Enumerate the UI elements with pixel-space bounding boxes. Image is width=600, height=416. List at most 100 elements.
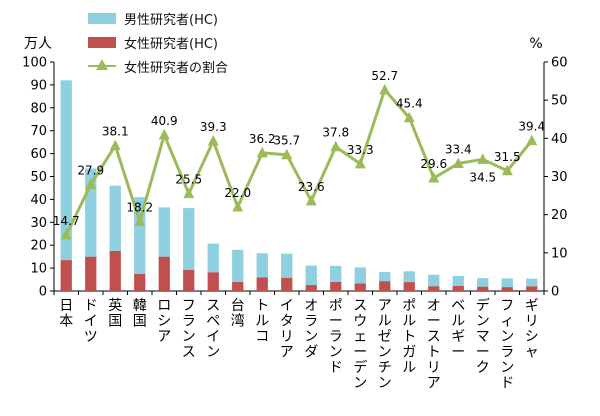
- left-tick-label: 30: [30, 216, 47, 231]
- category-label-char: ン: [378, 376, 392, 392]
- left-tick-label: 100: [22, 56, 47, 71]
- legend: 男性研究者(HC) 女性研究者(HC) 女性研究者の割合: [88, 6, 228, 78]
- bar-female: [158, 256, 170, 291]
- category-label-char: ン: [206, 345, 220, 361]
- category-label-char: ロ: [157, 298, 171, 314]
- category-label-char: シ: [525, 329, 539, 345]
- bar-female: [232, 281, 244, 291]
- ratio-point: [281, 148, 293, 160]
- bar-male: [134, 197, 146, 274]
- category-label-char: オ: [304, 298, 318, 314]
- category-label-char: イ: [206, 329, 220, 345]
- legend-item-ratio: 女性研究者の割合: [88, 54, 228, 78]
- legend-line-ratio-icon: [88, 59, 116, 73]
- category-label-char: ル: [402, 314, 416, 330]
- category-label-char: ル: [451, 314, 465, 330]
- ratio-point: [379, 83, 391, 95]
- category-label-char: ス: [182, 345, 196, 361]
- ratio-data-label: 25.5: [175, 173, 202, 187]
- bar-male: [158, 207, 170, 257]
- ratio-point: [183, 187, 195, 199]
- bar-female: [501, 287, 513, 291]
- category-label-char: 国: [133, 314, 147, 330]
- ratio-point: [354, 157, 366, 169]
- bar-male: [232, 249, 244, 282]
- category-label-char: ペ: [206, 314, 220, 330]
- category-label-char: ス: [427, 329, 441, 345]
- ratio-point: [85, 178, 97, 190]
- ratio-data-label: 33.3: [347, 143, 374, 157]
- category-label-char: ア: [157, 329, 171, 345]
- category-label-char: 英: [108, 297, 122, 314]
- bar-female: [330, 281, 342, 291]
- category-label-char: ク: [476, 360, 490, 376]
- ratio-data-label: 29.6: [420, 157, 447, 171]
- category-label-char: 韓: [133, 298, 147, 314]
- ratio-point: [134, 215, 146, 227]
- legend-label-ratio: 女性研究者の割合: [124, 60, 229, 76]
- ratio-point: [109, 139, 121, 151]
- category-label-char: ル: [255, 314, 269, 330]
- category-label-char: ギ: [451, 329, 465, 345]
- category-label-char: ー: [476, 345, 490, 361]
- category-label-char: ィ: [500, 314, 514, 330]
- right-axis-unit: %: [529, 36, 542, 52]
- ratio-point: [158, 128, 170, 140]
- right-tick-label: 30: [551, 170, 568, 185]
- category-label-char: ラ: [182, 314, 196, 330]
- category-label-char: ト: [255, 298, 269, 314]
- category-label-char: ダ: [304, 345, 318, 361]
- ratio-data-label: 38.1: [102, 125, 129, 139]
- category-label-char: ゼ: [378, 329, 392, 345]
- left-axis-unit: 万人: [24, 36, 52, 52]
- bar-male: [379, 271, 391, 282]
- category-label-char: リ: [525, 314, 539, 330]
- bar-female: [354, 283, 366, 291]
- legend-label-male: 男性研究者(HC): [124, 12, 218, 28]
- category-label-char: ギ: [525, 298, 539, 314]
- category-label-char: リ: [280, 329, 294, 345]
- ratio-point: [60, 228, 72, 240]
- bar-male: [60, 80, 72, 261]
- bar-male: [354, 267, 366, 284]
- left-tick-label: 20: [30, 239, 47, 254]
- category-label-char: フ: [500, 298, 514, 314]
- bar-female: [85, 256, 97, 291]
- ratio-data-label: 35.7: [273, 134, 300, 148]
- category-label-char: リ: [427, 360, 441, 376]
- ratio-point: [256, 146, 268, 158]
- ratio-data-label: 39.4: [518, 120, 545, 134]
- ratio-data-label: 52.7: [371, 69, 398, 83]
- legend-item-female: 女性研究者(HC): [88, 30, 228, 54]
- ratio-point: [232, 201, 244, 212]
- bar-female: [379, 281, 391, 291]
- ratio-data-label: 31.5: [494, 150, 521, 164]
- category-label-char: ポ: [402, 298, 416, 314]
- ratio-data-label: 45.4: [396, 97, 423, 111]
- ratio-point: [330, 140, 342, 152]
- category-label-char: ベ: [451, 298, 465, 314]
- bar-female: [452, 285, 464, 291]
- category-label-char: ガ: [402, 345, 416, 361]
- left-tick-label: 40: [30, 193, 47, 208]
- left-tick-label: 80: [30, 101, 47, 116]
- category-label-char: ー: [329, 314, 343, 330]
- category-label-char: ウ: [353, 314, 367, 330]
- ratio-data-label: 37.8: [322, 126, 349, 140]
- legend-swatch-male: [88, 12, 116, 24]
- category-label-char: ル: [402, 360, 416, 376]
- category-label-char: 日: [59, 298, 73, 314]
- left-tick-label: 60: [30, 147, 47, 162]
- bar-female: [60, 260, 72, 291]
- bar-female: [256, 277, 268, 291]
- left-tick-label: 90: [30, 78, 47, 93]
- ratio-data-label: 27.9: [77, 164, 104, 178]
- ratio-point: [526, 134, 538, 146]
- right-tick-label: 0: [551, 285, 559, 300]
- right-tick-label: 40: [551, 132, 568, 147]
- category-label-char: ア: [280, 345, 294, 361]
- ratio-point: [452, 157, 464, 169]
- ratio-point: [428, 172, 440, 183]
- bar-male: [109, 185, 121, 251]
